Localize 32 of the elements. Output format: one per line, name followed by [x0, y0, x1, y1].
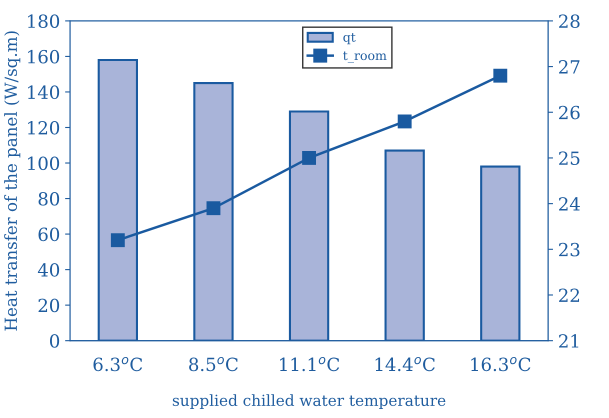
y2-tick-label: 21: [559, 334, 578, 348]
y-tick-label: 0: [50, 334, 60, 348]
y-tick-label: 180: [28, 14, 60, 28]
y-tick-label: 20: [38, 298, 60, 312]
y-tick-label: 140: [28, 85, 60, 100]
y-tick-label: 80: [38, 192, 60, 206]
y2-tick-label: 28: [559, 14, 580, 28]
y-tick-label: 100: [28, 156, 60, 170]
y2-tick-label: 24: [559, 197, 580, 210]
x-axis-title: supplied chilled water temperature: [172, 394, 446, 410]
y-tick-label: 160: [28, 50, 60, 64]
point: [302, 151, 316, 165]
x-tick-label: 11.1$^{o}$C: [280, 356, 340, 372]
y-tick-label: 120: [28, 120, 60, 135]
legend-label: qt: [343, 33, 356, 44]
y2-tick-label: 23: [559, 242, 580, 256]
y-axis-title: Heat transfer of the panel (W/sq.m): [4, 31, 20, 331]
y2-tick-label: 26: [559, 106, 580, 120]
x-tick-label: 16.3$^{o}$C: [471, 356, 530, 372]
y2-tick-label: 27: [559, 60, 580, 74]
y-tick-label: 40: [38, 263, 60, 277]
point: [110, 233, 125, 248]
point: [206, 201, 220, 216]
legend-label: t_room: [343, 51, 387, 63]
point: [398, 114, 412, 128]
y2-tick-label: 22: [559, 288, 580, 302]
x-tick-label: 14.4$^{o}$C: [376, 356, 435, 372]
point: [493, 68, 508, 83]
x-tick-label: 6.3$^{o}$C: [94, 356, 142, 372]
y-tick-label: 60: [38, 228, 60, 242]
x-tick-label: 8.5$^{o}$C: [189, 356, 238, 372]
y2-tick-label: 25: [559, 151, 580, 166]
